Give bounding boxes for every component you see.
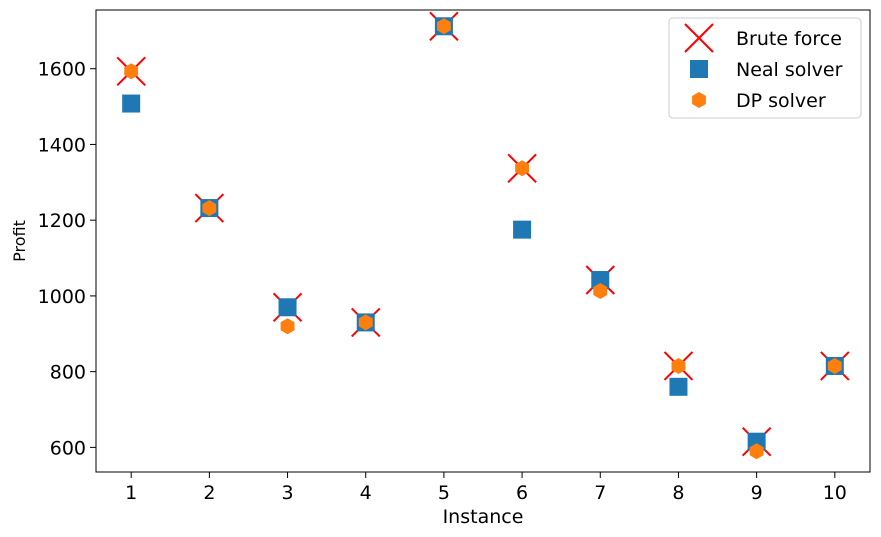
dp-solver-point	[124, 63, 139, 80]
neal-solver-point	[278, 298, 297, 317]
x-tick-label: 1	[125, 482, 137, 504]
legend-marker-x	[684, 23, 714, 53]
dp-solver-point	[593, 283, 608, 299]
x-axis-label: Instance	[443, 506, 524, 528]
x-tick-label: 6	[516, 482, 528, 504]
y-tick-label: 600	[50, 437, 86, 459]
y-axis-label: Profit	[10, 220, 29, 262]
dp-solver-point	[437, 18, 451, 35]
legend-label: Brute force	[736, 28, 842, 50]
neal-solver-point	[122, 94, 141, 113]
plot-marks	[116, 11, 850, 460]
y-tick-label: 800	[50, 362, 86, 384]
y-tick-label: 1000	[38, 286, 86, 308]
dp-solver-point	[749, 443, 764, 460]
plot-frame	[95, 9, 871, 473]
neal-solver-point	[513, 220, 532, 239]
x-stroke	[684, 23, 714, 53]
dp-solver-point	[280, 318, 295, 335]
neal-solver-point	[591, 271, 610, 290]
x-tick-label: 2	[203, 482, 215, 504]
x-tick-label: 5	[438, 482, 450, 504]
x-tick-label: 10	[823, 482, 847, 504]
x-axis: 1 2 3 4 5 6 7 8 9 10	[125, 472, 847, 504]
y-tick-label: 1200	[38, 210, 86, 232]
legend-box	[668, 17, 862, 119]
legend-marker-square	[690, 60, 708, 78]
legend-marker-hexagon	[692, 92, 706, 108]
legend: Brute force Neal solver DP solver	[668, 17, 862, 119]
legend-label: DP solver	[736, 90, 826, 112]
y-tick-label: 1600	[38, 59, 86, 81]
x-tick-label: 8	[672, 482, 684, 504]
dp-solver-point	[358, 314, 373, 331]
dp-solver-point	[671, 358, 686, 374]
legend-label: Neal solver	[736, 59, 843, 81]
dp-solver-point	[515, 160, 529, 177]
dp-solver-point	[202, 200, 217, 217]
y-axis: 600 800 1000 1200 1400 1600	[38, 59, 96, 459]
x-tick-label: 7	[594, 482, 606, 504]
x-tick-label: 4	[360, 482, 372, 504]
x-tick-label: 9	[751, 482, 763, 504]
y-tick-label: 1400	[38, 134, 86, 156]
dp-solver-point	[827, 358, 842, 374]
neal-solver-point	[669, 377, 688, 396]
x-tick-label: 3	[281, 482, 293, 504]
